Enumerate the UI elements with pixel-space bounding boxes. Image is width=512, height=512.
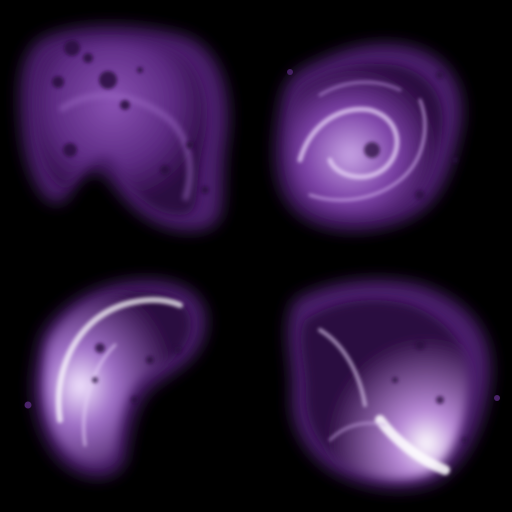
- spots-top-right: [364, 71, 458, 200]
- ember-bottom-right: [494, 395, 500, 401]
- smoke-wisp-bottom-right: [287, 280, 500, 490]
- ember-bottom-left: [24, 401, 32, 409]
- spots-top-left: [52, 40, 209, 194]
- smoke-wisp-bottom-left: [24, 280, 206, 477]
- spots-bottom-right: [392, 340, 468, 443]
- spots-bottom-left: [92, 343, 182, 404]
- smoke-wisp-top-right: [275, 44, 462, 231]
- smoke-wisp-top-left: [20, 26, 228, 231]
- ember-top-right: [287, 69, 293, 75]
